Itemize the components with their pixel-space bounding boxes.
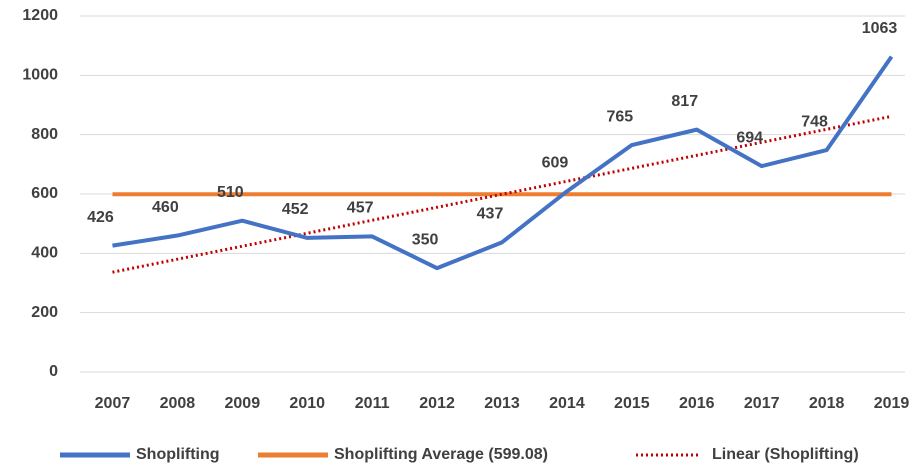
y-tick-label: 400 [31, 245, 58, 262]
y-tick-label: 1200 [22, 7, 58, 24]
x-tick-label: 2014 [549, 395, 585, 412]
y-tick-label: 800 [31, 126, 58, 143]
x-tick-label: 2015 [614, 395, 650, 412]
y-tick-label: 200 [31, 304, 58, 321]
data-label: 765 [606, 108, 633, 125]
data-label: 457 [347, 200, 374, 217]
data-label: 510 [217, 184, 244, 201]
series-line [112, 55, 894, 271]
data-label: 460 [152, 199, 179, 216]
x-tick-label: 2019 [874, 395, 910, 412]
data-label: 350 [412, 231, 439, 248]
data-label: 694 [736, 129, 763, 146]
data-label: 437 [477, 206, 504, 223]
y-tick-label: 600 [31, 185, 58, 202]
x-tick-label: 2011 [355, 395, 390, 412]
data-label: 609 [542, 155, 569, 172]
x-tick-label: 2018 [809, 395, 845, 412]
data-label: 452 [282, 201, 309, 218]
y-tick-label: 0 [49, 363, 58, 380]
data-label: 426 [87, 209, 114, 226]
legend-label: Shoplifting Average (599.08) [334, 446, 548, 463]
x-tick-label: 2007 [95, 395, 131, 412]
data-label: 817 [671, 93, 698, 110]
x-tick-label: 2013 [484, 395, 520, 412]
x-tick-label: 2012 [419, 395, 455, 412]
x-tick-label: 2008 [160, 395, 196, 412]
data-label: 1063 [862, 20, 898, 37]
legend-label: Shoplifting [136, 446, 220, 463]
x-tick-label: 2017 [744, 395, 780, 412]
data-label: 748 [801, 113, 828, 130]
x-tick-label: 2009 [225, 395, 261, 412]
x-tick-label: 2010 [289, 395, 325, 412]
x-tick-label: 2016 [679, 395, 715, 412]
legend-label: Linear (Shoplifting) [712, 446, 859, 463]
y-tick-label: 1000 [22, 67, 58, 84]
